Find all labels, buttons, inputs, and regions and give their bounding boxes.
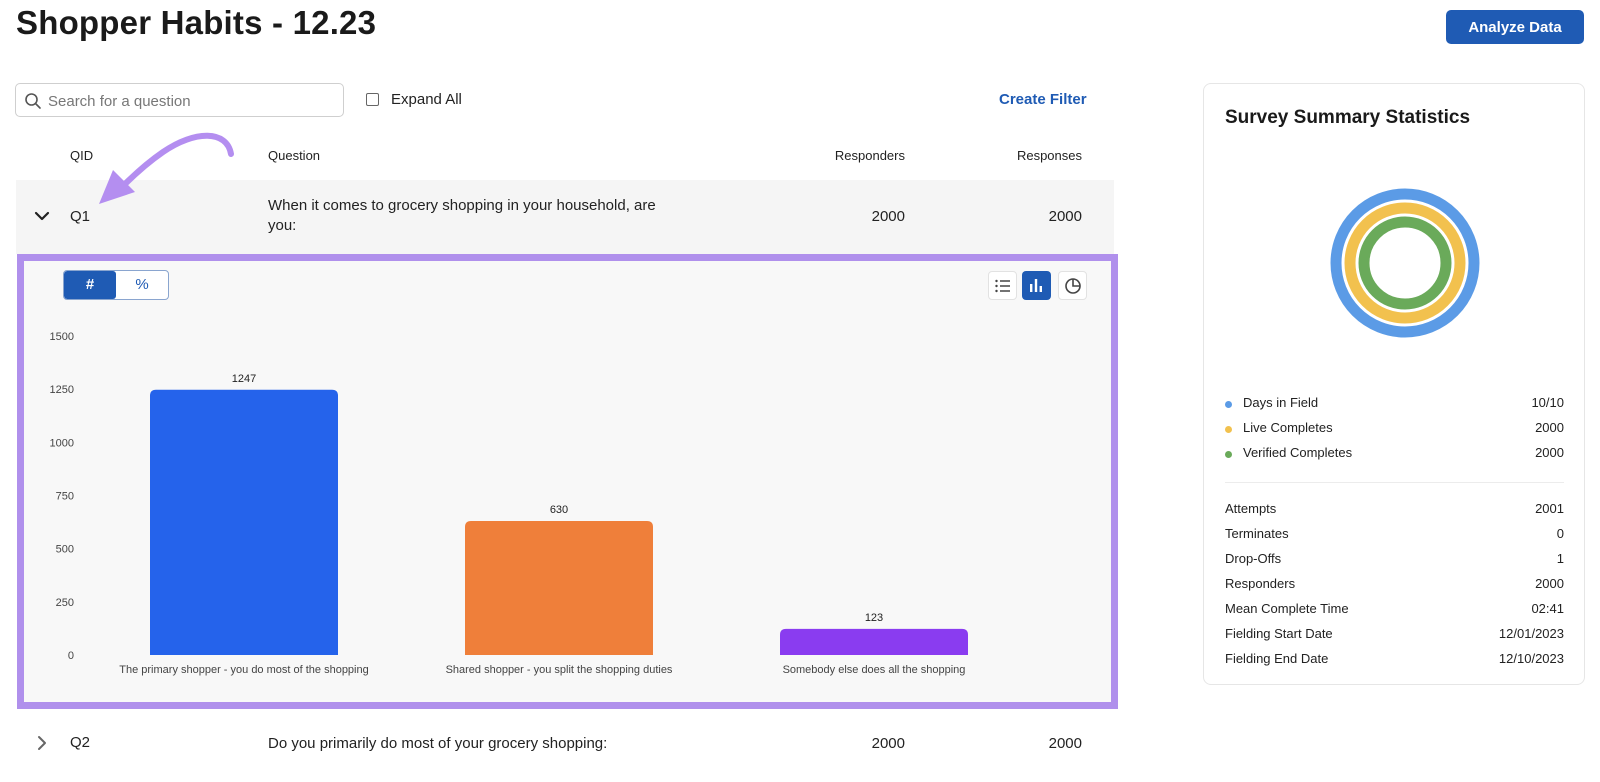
chevron-right-icon[interactable] xyxy=(36,735,48,751)
bar xyxy=(465,521,653,655)
percent-toggle[interactable]: % xyxy=(135,276,149,293)
search-input[interactable] xyxy=(46,84,340,118)
analyze-data-button[interactable]: Analyze Data xyxy=(1446,10,1584,44)
pie-chart-icon xyxy=(1065,278,1081,294)
expand-all-checkbox[interactable] xyxy=(366,93,379,106)
stat-value: 2001 xyxy=(1535,501,1564,516)
stat-attempts: Attempts 2001 xyxy=(1225,501,1564,521)
pie-view-button[interactable] xyxy=(1058,271,1087,300)
legend-dot xyxy=(1225,401,1232,408)
bar-view-button[interactable] xyxy=(1022,271,1051,300)
stat-mean-complete-time: Mean Complete Time 02:41 xyxy=(1225,601,1564,621)
search-icon xyxy=(25,93,41,109)
bar xyxy=(150,389,338,655)
header-responders[interactable]: Responders xyxy=(834,148,905,163)
search-box[interactable] xyxy=(15,83,344,118)
stat-value: 2000 xyxy=(1535,576,1564,591)
row-qid: Q1 xyxy=(70,208,91,225)
row-question: Do you primarily do most of your grocery… xyxy=(268,735,608,752)
stat-fielding-start-date: Fielding Start Date 12/01/2023 xyxy=(1225,626,1564,646)
y-tick-label: 0 xyxy=(68,650,74,662)
stat-label: Drop-Offs xyxy=(1225,551,1282,566)
legend-value: 2000 xyxy=(1535,445,1564,460)
legend-label: Verified Completes xyxy=(1243,445,1353,460)
page-title: Shopper Habits - 12.23 xyxy=(16,4,377,41)
stat-terminates: Terminates 0 xyxy=(1225,526,1564,546)
data-label: 123 xyxy=(865,612,883,624)
stat-label: Terminates xyxy=(1225,526,1289,541)
survey-summary-card xyxy=(1203,83,1585,685)
legend-label: Days in Field xyxy=(1243,395,1319,410)
row-responses: 2000 xyxy=(1048,735,1082,752)
stat-value: 12/01/2023 xyxy=(1498,626,1564,641)
legend-item-verified-completes: Verified Completes 2000 xyxy=(1225,445,1564,465)
data-label: 630 xyxy=(550,504,568,516)
summary-donut-chart xyxy=(1330,188,1480,338)
data-label: 1247 xyxy=(232,373,256,385)
ring-live-completes xyxy=(1344,202,1466,324)
bar-chart: 0 250 500 750 1000 1250 1500 1247 The primary sh… xyxy=(50,331,968,676)
create-filter-link[interactable]: Create Filter xyxy=(999,91,1087,108)
header-qid[interactable]: QID xyxy=(70,148,94,163)
stat-label: Mean Complete Time xyxy=(1225,601,1349,616)
legend-item-live-completes: Live Completes 2000 xyxy=(1225,420,1564,440)
stat-value: 02:41 xyxy=(1531,601,1564,616)
x-tick-label: Somebody else does all the shopping xyxy=(783,664,966,676)
legend-item-days-in-field: Days in Field 10/10 xyxy=(1225,395,1564,415)
row-responders: 2000 xyxy=(871,735,905,752)
ring-verified-completes xyxy=(1358,216,1452,310)
stat-responders: Responders 2000 xyxy=(1225,576,1564,596)
summary-title: Survey Summary Statistics xyxy=(1225,107,1471,128)
x-tick-label: Shared shopper - you split the shopping … xyxy=(446,664,673,676)
chevron-down-icon[interactable] xyxy=(34,210,50,222)
stat-value: 1 xyxy=(1556,551,1564,566)
stat-value: 0 xyxy=(1556,526,1564,541)
legend-dot xyxy=(1225,426,1232,433)
bar-chart-icon xyxy=(1030,279,1042,292)
x-tick-label: The primary shopper - you do most of the… xyxy=(119,664,368,676)
ring-days-in-field xyxy=(1330,188,1480,338)
stat-fielding-end-date: Fielding End Date 12/10/2023 xyxy=(1225,651,1564,671)
legend-label: Live Completes xyxy=(1243,420,1333,435)
summary-divider xyxy=(1225,482,1564,483)
bar xyxy=(780,628,968,655)
y-tick-label: 750 xyxy=(56,491,74,503)
stat-label: Attempts xyxy=(1225,501,1277,516)
y-tick-label: 1000 xyxy=(50,437,74,449)
legend-value: 2000 xyxy=(1535,420,1564,435)
legend-dot xyxy=(1225,451,1232,458)
row-question: When it comes to grocery shopping in you… xyxy=(268,197,656,234)
header-responses[interactable]: Responses xyxy=(1016,148,1082,163)
list-icon xyxy=(995,279,1010,293)
chart-highlight-frame xyxy=(17,254,1118,709)
y-tick-label: 250 xyxy=(56,597,74,609)
stat-label: Fielding Start Date xyxy=(1225,626,1333,641)
y-tick-label: 500 xyxy=(56,544,74,556)
annotation-arrow xyxy=(99,132,234,204)
y-tick-label: 1500 xyxy=(50,331,74,343)
table-row-q1[interactable] xyxy=(16,180,1114,254)
stat-label: Fielding End Date xyxy=(1225,651,1329,666)
stat-label: Responders xyxy=(1225,576,1296,591)
stat-drop-offs: Drop-Offs 1 xyxy=(1225,551,1564,571)
count-toggle[interactable]: # xyxy=(64,271,116,299)
row-responses: 2000 xyxy=(1048,208,1082,225)
list-view-button[interactable] xyxy=(988,271,1017,300)
count-percent-toggle[interactable]: # % xyxy=(63,270,169,300)
row-qid: Q2 xyxy=(70,734,91,751)
stat-value: 12/10/2023 xyxy=(1498,651,1564,666)
legend-value: 10/10 xyxy=(1531,395,1564,410)
expand-all-label: Expand All xyxy=(391,91,462,108)
row-responders: 2000 xyxy=(871,208,905,225)
y-tick-label: 1250 xyxy=(50,384,74,396)
header-question[interactable]: Question xyxy=(268,148,321,163)
